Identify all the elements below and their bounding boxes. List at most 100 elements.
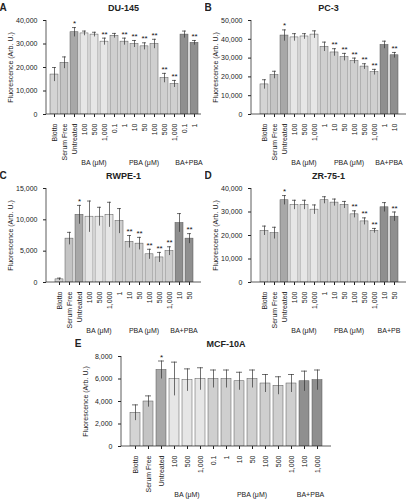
svg-text:Blotto: Blotto [261,291,268,309]
svg-text:Untreated: Untreated [71,123,78,154]
svg-text:MCF-10A: MCF-10A [206,339,246,349]
svg-text:500: 500 [156,291,163,303]
svg-text:**: ** [151,31,157,40]
svg-text:40,000: 40,000 [16,17,38,24]
svg-text:**: ** [341,45,347,54]
svg-text:**: ** [131,32,137,41]
svg-text:PC-3: PC-3 [318,3,339,13]
svg-text:0.1: 0.1 [181,123,188,133]
svg-text:BA+PB: BA+PB [378,327,401,334]
svg-text:500: 500 [301,291,308,303]
svg-text:1: 1 [321,123,328,127]
svg-text:BA (μM): BA (μM) [291,327,316,335]
svg-text:50: 50 [391,291,398,299]
svg-text:**: ** [371,220,377,229]
svg-text:0: 0 [34,279,38,286]
svg-text:500: 500 [161,123,168,135]
svg-text:**: ** [186,225,192,234]
svg-text:1,000: 1,000 [288,455,295,473]
svg-text:**: ** [361,209,367,218]
svg-text:100: 100 [171,455,178,467]
svg-text:Blotto: Blotto [132,455,139,473]
svg-text:100: 100 [291,123,298,135]
svg-text:ZR-75-1: ZR-75-1 [312,171,345,181]
svg-text:5,000: 5,000 [20,247,38,254]
svg-text:10: 10 [331,291,338,299]
svg-text:10,000: 10,000 [16,216,38,223]
svg-text:Fluorescence (Arb. U.): Fluorescence (Arb. U.) [7,32,15,102]
svg-text:PBA (μM): PBA (μM) [129,159,159,167]
svg-text:2,000: 2,000 [95,420,113,427]
svg-text:Fluorescence (Arb. U.): Fluorescence (Arb. U.) [7,200,15,270]
svg-text:10: 10 [126,291,133,299]
svg-text:1: 1 [381,123,388,127]
svg-text:1,000: 1,000 [311,123,318,141]
svg-text:500: 500 [96,291,103,303]
svg-text:**: ** [141,34,147,43]
svg-text:Blotto: Blotto [261,123,268,141]
svg-text:1,000: 1,000 [106,291,113,309]
svg-text:Fluorescence (Arb. U.): Fluorescence (Arb. U.) [212,200,220,270]
svg-text:0: 0 [109,443,113,450]
svg-text:BA+PBA: BA+PBA [297,491,325,498]
svg-text:20,000: 20,000 [221,73,243,80]
svg-text:**: ** [391,44,397,53]
svg-text:1,000: 1,000 [171,123,178,141]
svg-text:10: 10 [381,291,388,299]
svg-text:**: ** [361,55,367,64]
svg-text:Untreated: Untreated [158,455,165,486]
svg-text:100: 100 [151,123,158,135]
svg-text:1: 1 [191,123,198,127]
svg-text:*: * [283,21,286,30]
svg-text:PBA (μM): PBA (μM) [129,327,159,335]
svg-text:Fluorescence (Arb. U.): Fluorescence (Arb. U.) [82,366,90,436]
svg-text:**: ** [146,241,152,250]
svg-text:40,000: 40,000 [221,36,243,43]
svg-text:C: C [0,170,7,181]
svg-text:50: 50 [249,455,256,463]
svg-text:500: 500 [361,291,368,303]
svg-text:PBA (μM): PBA (μM) [334,327,364,335]
svg-text:100: 100 [291,291,298,303]
svg-text:B: B [205,2,212,13]
svg-text:**: ** [351,50,357,59]
svg-text:BA+PBA: BA+PBA [375,159,403,166]
svg-text:**: ** [166,238,172,247]
svg-text:Untreated: Untreated [76,291,83,322]
svg-text:BA (μM): BA (μM) [291,159,316,167]
svg-text:10: 10 [236,455,243,463]
svg-text:Serum Free: Serum Free [271,123,278,160]
svg-text:0: 0 [239,111,243,118]
svg-text:BA (μM): BA (μM) [86,327,111,335]
svg-text:10,000: 10,000 [16,87,38,94]
svg-text:PBA (μM): PBA (μM) [334,159,364,167]
svg-text:20,000: 20,000 [221,232,243,239]
svg-text:10,000: 10,000 [221,92,243,99]
svg-text:Serum Free: Serum Free [145,455,152,492]
svg-text:**: ** [371,61,377,70]
svg-text:*: * [78,197,81,206]
svg-text:1: 1 [116,291,123,295]
svg-text:E: E [75,338,82,349]
svg-text:1,000: 1,000 [166,291,173,309]
svg-text:4,000: 4,000 [95,398,113,405]
svg-text:1,000: 1,000 [314,455,321,473]
svg-text:100: 100 [81,123,88,135]
svg-text:500: 500 [275,455,282,467]
svg-text:**: ** [136,229,142,238]
svg-text:D: D [205,170,212,181]
svg-text:50: 50 [141,123,148,131]
svg-text:10: 10 [131,123,138,131]
svg-text:10,000: 10,000 [221,255,243,262]
svg-text:40,000: 40,000 [221,185,243,192]
svg-text:1,000: 1,000 [311,291,318,309]
svg-text:RWPE-1: RWPE-1 [106,171,141,181]
svg-text:8,000: 8,000 [95,353,113,360]
svg-text:100: 100 [262,455,269,467]
svg-text:**: ** [161,65,167,74]
svg-text:50: 50 [186,291,193,299]
svg-text:1,000: 1,000 [371,123,378,141]
svg-text:20,000: 20,000 [16,64,38,71]
svg-text:500: 500 [91,123,98,135]
svg-text:10: 10 [176,291,183,299]
